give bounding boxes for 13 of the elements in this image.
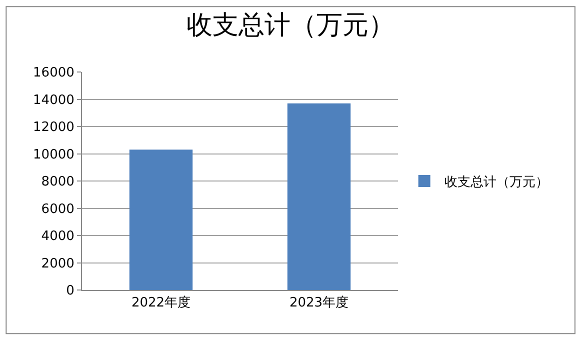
y-tick-label: 4000 xyxy=(41,229,74,244)
x-tick-label: 2023年度 xyxy=(289,294,349,311)
y-tick-label: 16000 xyxy=(33,66,74,81)
y-tick-label: 0 xyxy=(66,284,74,299)
y-tick-label: 2000 xyxy=(41,256,74,272)
y-tick-label: 14000 xyxy=(33,92,74,108)
y-tick-label: 6000 xyxy=(41,202,74,217)
x-tick-label: 2022年度 xyxy=(131,294,191,311)
y-tick-label: 10000 xyxy=(33,147,74,162)
y-tick-label: 8000 xyxy=(41,174,74,190)
y-tick-label: 12000 xyxy=(33,120,74,136)
chart-title: 收支总计（万元） xyxy=(186,10,394,41)
legend-label: 收支总计（万元） xyxy=(444,175,548,190)
